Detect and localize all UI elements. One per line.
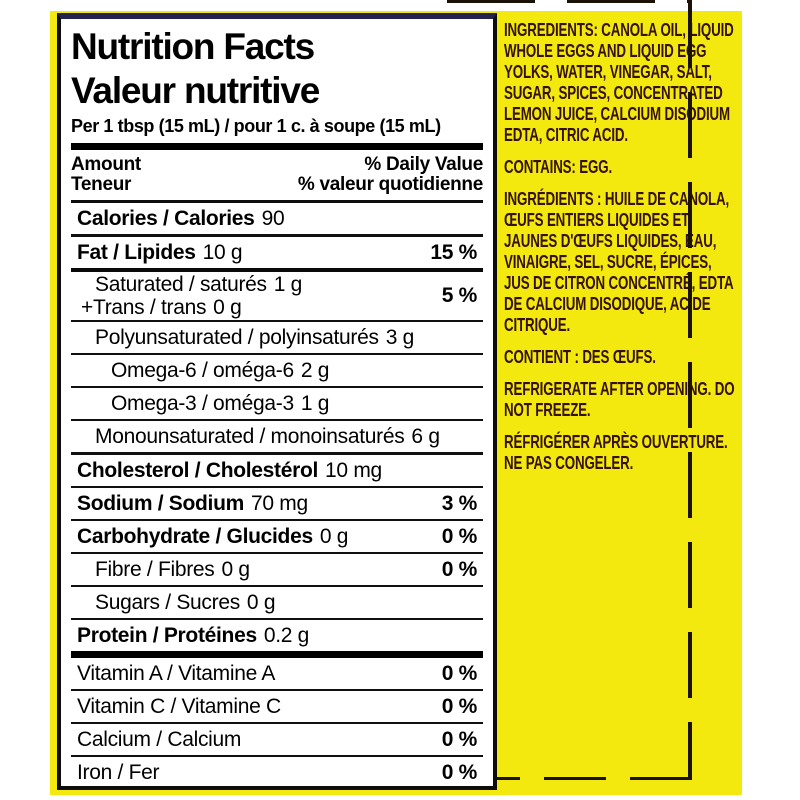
nutrition-row-vitamin-c: Vitamin C / Vitamine C 0 % — [71, 691, 483, 724]
nutrition-title-en: Nutrition Facts — [71, 26, 315, 67]
daily-value-header-en: % Daily Value — [364, 154, 483, 175]
nutrition-row-iron: Iron / Fer 0 % — [71, 757, 483, 788]
nutrition-row-omega-6: Omega-6 / oméga-6 2 g — [71, 355, 483, 388]
nutrient-amount: 10 mg — [325, 458, 382, 482]
nutrient-amount: 1 g — [273, 273, 303, 296]
ingredients-panel-border-top — [447, 0, 692, 3]
nutrient-name: Iron / Fer — [77, 760, 160, 784]
nutrient-name: Omega-3 / oméga-3 — [111, 391, 294, 415]
contains-en: CONTAINS: EGG. — [504, 156, 612, 177]
nutrient-amount: 6 g — [411, 424, 440, 448]
nutrient-name: Fat / Lipides — [77, 240, 196, 264]
nutrition-title-fr: Valeur nutritive — [71, 70, 320, 111]
nutrient-daily-value: 0 % — [441, 760, 478, 784]
amount-header-fr: Teneur — [71, 174, 132, 195]
nutrient-daily-value: 3 % — [441, 491, 478, 515]
nutrition-row-sugars: Sugars / Sucres 0 g — [71, 587, 483, 620]
nutrient-name: Sugars / Sucres — [95, 590, 240, 614]
nutrient-name: Omega-6 / oméga-6 — [111, 358, 294, 382]
storage-fr: RÉFRIGÉRER APRÈS OUVERTURE. NE PAS CONGE… — [504, 431, 728, 473]
nutrient-amount: 70 mg — [251, 491, 308, 515]
nutrition-row-fat: Fat / Lipides 10 g 15 % — [71, 237, 483, 272]
storage-en: REFRIGERATE AFTER OPENING. DO NOT FREEZE… — [504, 378, 735, 420]
ingredients-fr: INGRÉDIENTS : HUILE DE CANOLA, ŒUFS ENTI… — [504, 188, 733, 335]
nutrient-name: Protein / Protéines — [77, 623, 257, 647]
separator-bar-top — [71, 143, 483, 150]
nutrient-name: Calories / Calories — [77, 206, 255, 230]
nutrient-name: Sodium / Sodium — [77, 491, 244, 515]
nutrition-row-sodium: Sodium / Sodium 70 mg 3 % — [71, 488, 483, 521]
nutrient-amount: 0 g — [221, 557, 251, 581]
nutrient-daily-value: 0 % — [441, 727, 478, 751]
nutrient-daily-value: 15 % — [430, 240, 477, 264]
nutrition-rows: Calories / Calories 90 Fat / Lipides 10 g 15… — [71, 203, 483, 788]
nutrition-row-protein: Protein / Protéines 0.2 g — [71, 620, 483, 658]
nutrient-name: Vitamin A / Vitamine A — [77, 661, 276, 685]
nutrient-amount: 10 g — [202, 240, 243, 264]
serving-size-line: Per 1 tbsp (15 mL) / pour 1 c. à soupe (… — [71, 116, 441, 136]
nutrition-row-fibre: Fibre / Fibres 0 g 0 % — [71, 554, 483, 587]
nutrient-name: Polyunsaturated / polyinsaturés — [95, 325, 379, 349]
nutrition-row-monounsaturated: Monounsaturated / monoinsaturés 6 g — [71, 421, 483, 455]
nutrient-amount: 1 g — [300, 391, 330, 415]
nutrition-row-calories: Calories / Calories 90 — [71, 203, 483, 237]
daily-value-header: % Daily Value % valeur quotidienne — [298, 155, 483, 195]
ingredients-panel-border-bottom — [447, 777, 692, 780]
ingredients-panel-border-right — [688, 2, 692, 780]
nutrition-row-saturated-trans: Saturated / saturés 1 g +Trans / trans 0 g 5… — [71, 272, 483, 322]
nutrient-name: +Trans / trans — [81, 296, 207, 319]
nutrition-row-omega-3: Omega-3 / oméga-3 1 g — [71, 388, 483, 421]
nutrient-amount: 3 g — [385, 325, 415, 349]
nutrient-daily-value: 5 % — [441, 284, 478, 307]
amount-header-en: Amount — [71, 154, 141, 175]
nutrient-amount: 0.2 g — [263, 623, 310, 647]
nutrient-amount: 0 g — [319, 524, 349, 548]
nutrition-row-calcium: Calcium / Calcium 0 % — [71, 724, 483, 757]
daily-value-header-fr: % valeur quotidienne — [297, 174, 483, 195]
nutrient-name: Vitamin C / Vitamine C — [77, 694, 281, 718]
nutrient-daily-value: 0 % — [441, 524, 478, 548]
nutrient-amount: 90 — [261, 206, 285, 230]
nutrition-row-cholesterol: Cholesterol / Cholestérol 10 mg — [71, 455, 483, 488]
nutrition-facts-panel: Nutrition Facts Valeur nutritive Per 1 t… — [57, 13, 497, 790]
nutrient-daily-value: 0 % — [441, 661, 478, 685]
column-headers: Amount Teneur % Daily Value % valeur quo… — [71, 155, 483, 203]
amount-header: Amount Teneur — [71, 155, 141, 195]
nutrient-name: Calcium / Calcium — [77, 727, 242, 751]
nutrition-row-vitamin-a: Vitamin A / Vitamine A 0 % — [71, 658, 483, 691]
nutrient-name: Cholesterol / Cholestérol — [77, 458, 319, 482]
ingredients-en: INGREDIENTS: CANOLA OIL, LIQUID WHOLE EG… — [504, 19, 734, 145]
ingredients-text: INGREDIENTS: CANOLA OIL, LIQUID WHOLE EG… — [497, 11, 742, 795]
nutrient-name: Carbohydrate / Glucides — [77, 524, 313, 548]
nutrient-name: Fibre / Fibres — [95, 557, 215, 581]
contains-fr: CONTIENT : DES ŒUFS. — [504, 346, 656, 367]
nutrient-amount: 0 g — [213, 296, 242, 319]
nutrient-amount: 0 g — [246, 590, 276, 614]
nutrient-name: Monounsaturated / monoinsaturés — [95, 424, 405, 448]
nutrient-name: Saturated / saturés — [95, 273, 267, 296]
nutrition-row-polyunsaturated: Polyunsaturated / polyinsaturés 3 g — [71, 322, 483, 355]
nutrition-row-carbohydrate: Carbohydrate / Glucides 0 g 0 % — [71, 521, 483, 554]
nutrient-amount: 2 g — [300, 358, 330, 382]
nutrient-daily-value: 0 % — [441, 694, 478, 718]
nutrient-daily-value: 0 % — [441, 557, 478, 581]
